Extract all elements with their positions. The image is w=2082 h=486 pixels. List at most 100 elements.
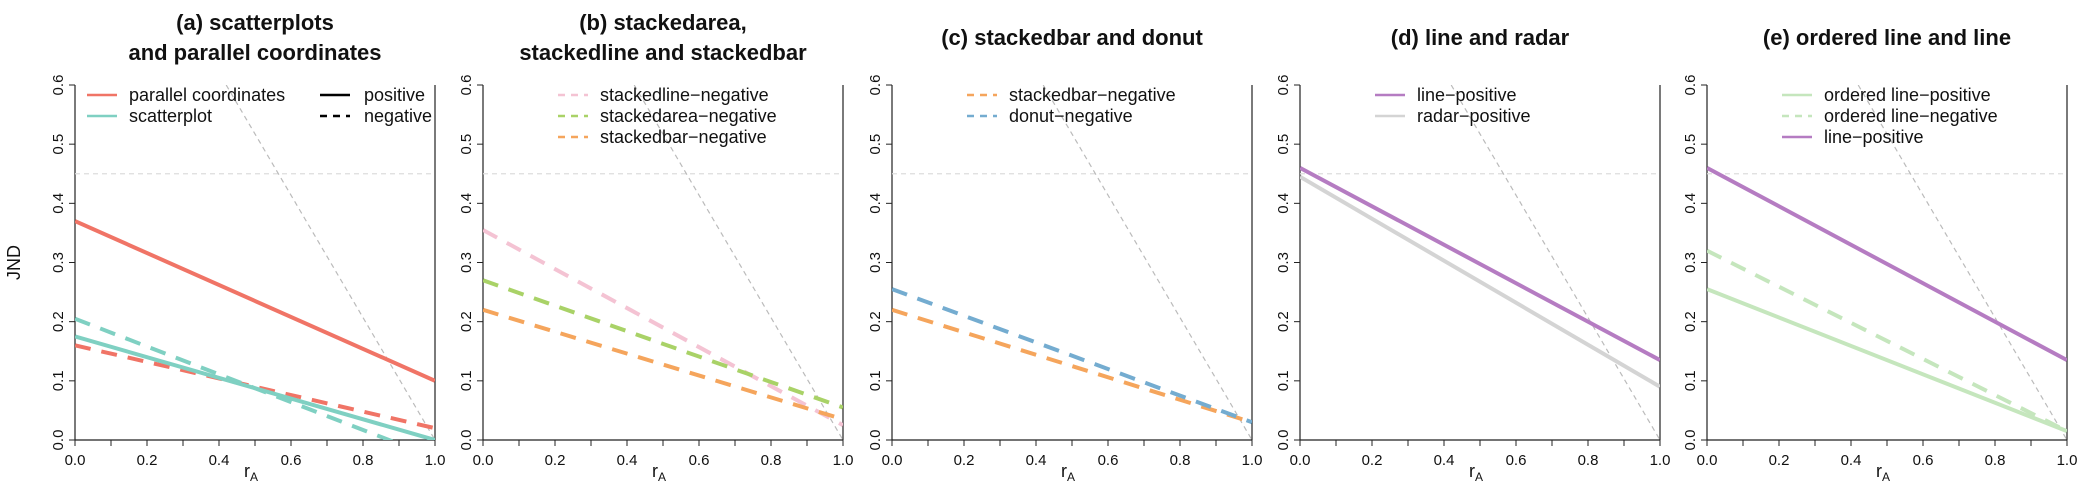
x-tick-label: 0.0 — [1697, 452, 1718, 469]
x-tick-label: 1.0 — [1242, 452, 1263, 469]
series-line-2 — [892, 287, 1252, 425]
y-tick-label: 0.6 — [1275, 75, 1292, 96]
x-tick-label: 1.0 — [1650, 452, 1671, 469]
legend-label: stackedbar−negative — [600, 127, 767, 147]
legend-label: positive — [364, 85, 425, 105]
upper-bound-line — [225, 85, 435, 440]
x-axis-label-sub: A — [250, 470, 258, 484]
plot-area — [1300, 85, 1660, 440]
x-tick-label: 1.0 — [425, 452, 446, 469]
chart-panel-5: (e) ordered line and line 0.0 0.1 0.2 0.3 0.4… — [1682, 25, 2077, 484]
x-tick-label: 0.2 — [545, 452, 566, 469]
plot-area — [1707, 85, 2067, 440]
x-tick-label: 0.4 — [1841, 452, 1862, 469]
plot-area — [75, 85, 435, 440]
y-tick-label: 0.3 — [1275, 252, 1292, 273]
y-tick-label: 0.0 — [50, 430, 67, 451]
x-axis-label-sub: A — [658, 470, 666, 484]
panel-title: and parallel coordinates — [128, 40, 381, 65]
x-tick-label: 0.2 — [954, 452, 975, 469]
upper-bound-line — [633, 85, 843, 440]
y-tick-label: 0.1 — [867, 370, 884, 391]
legend-label: stackedline−negative — [600, 85, 769, 105]
panel-title: (b) stackedarea, — [579, 10, 747, 35]
legend-label: stackedarea−negative — [600, 106, 777, 126]
panel-title: (a) scatterplots — [176, 10, 334, 35]
y-tick-label: 0.2 — [867, 311, 884, 332]
legend-label: negative — [364, 106, 432, 126]
y-axis-label: JND — [4, 245, 24, 280]
x-tick-label: 0.0 — [1290, 452, 1311, 469]
legend-label: parallel coordinates — [129, 85, 285, 105]
x-tick-label: 0.6 — [1098, 452, 1119, 469]
x-tick-label: 0.2 — [1362, 452, 1383, 469]
x-tick-label: 0.0 — [65, 452, 86, 469]
x-axis-label: rA — [1469, 461, 1483, 484]
x-axis-label-main: r — [244, 461, 250, 481]
y-tick-label: 0.1 — [1275, 370, 1292, 391]
x-axis-label: rA — [244, 461, 258, 484]
y-tick-label: 0.2 — [458, 311, 475, 332]
panel-title: stackedline and stackedbar — [519, 40, 807, 65]
series-line-3 — [1707, 166, 2067, 362]
x-tick-label: 0.6 — [689, 452, 710, 469]
x-tick-label: 0.4 — [1434, 452, 1455, 469]
y-tick-label: 0.6 — [1682, 75, 1699, 96]
y-tick-label: 0.2 — [50, 311, 67, 332]
x-tick-label: 0.2 — [137, 452, 158, 469]
series-line-3 — [483, 307, 843, 422]
legend-label: ordered line−negative — [1824, 106, 1998, 126]
y-tick-label: 0.6 — [50, 75, 67, 96]
series-line-2 — [483, 278, 843, 410]
x-tick-label: 0.6 — [1506, 452, 1527, 469]
x-axis-label: rA — [1876, 461, 1890, 484]
y-tick-label: 0.5 — [50, 134, 67, 155]
chart-panel-2: (b) stackedarea, stackedline and stackedb… — [458, 10, 853, 484]
y-tick-label: 0.4 — [50, 193, 67, 214]
legend-label: line−positive — [1824, 127, 1924, 147]
y-tick-label: 0.3 — [50, 252, 67, 273]
x-tick-label: 0.8 — [1578, 452, 1599, 469]
series-line-1 — [75, 219, 435, 383]
x-tick-label: 0.2 — [1769, 452, 1790, 469]
legend-label: donut−negative — [1009, 106, 1133, 126]
x-axis-label-sub: A — [1067, 470, 1075, 484]
series-line-1 — [1300, 174, 1660, 389]
x-tick-label: 0.0 — [473, 452, 494, 469]
x-tick-label: 1.0 — [833, 452, 854, 469]
x-tick-label: 0.4 — [209, 452, 230, 469]
x-axis-label-main: r — [1876, 461, 1882, 481]
x-tick-label: 0.8 — [353, 452, 374, 469]
y-tick-label: 0.1 — [1682, 370, 1699, 391]
x-tick-label: 0.8 — [1985, 452, 2006, 469]
y-tick-label: 0.5 — [1275, 134, 1292, 155]
legend-label: ordered line−positive — [1824, 85, 1991, 105]
series-line-1 — [892, 307, 1252, 425]
panel-title: (d) line and radar — [1391, 25, 1570, 50]
x-tick-label: 0.4 — [617, 452, 638, 469]
y-tick-label: 0.0 — [1275, 430, 1292, 451]
plot-area — [892, 85, 1252, 440]
x-tick-label: 0.0 — [882, 452, 903, 469]
y-tick-label: 0.1 — [50, 370, 67, 391]
y-tick-label: 0.6 — [458, 75, 475, 96]
series-line-2 — [1300, 166, 1660, 362]
x-axis-label: rA — [652, 461, 666, 484]
series-line-1 — [483, 228, 843, 427]
y-tick-label: 0.2 — [1682, 311, 1699, 332]
series-line-4 — [75, 316, 395, 440]
y-tick-label: 0.1 — [458, 370, 475, 391]
x-tick-label: 1.0 — [2057, 452, 2078, 469]
y-tick-label: 0.4 — [458, 193, 475, 214]
plot-area — [483, 85, 843, 440]
panel-title: (e) ordered line and line — [1763, 25, 2011, 50]
y-tick-label: 0.0 — [1682, 430, 1699, 451]
x-tick-label: 0.8 — [761, 452, 782, 469]
legend-label: line−positive — [1417, 85, 1517, 105]
y-tick-label: 0.0 — [867, 430, 884, 451]
y-tick-label: 0.3 — [458, 252, 475, 273]
upper-bound-line — [1042, 85, 1252, 440]
upper-bound-line — [1857, 85, 2067, 440]
y-tick-label: 0.4 — [1275, 193, 1292, 214]
